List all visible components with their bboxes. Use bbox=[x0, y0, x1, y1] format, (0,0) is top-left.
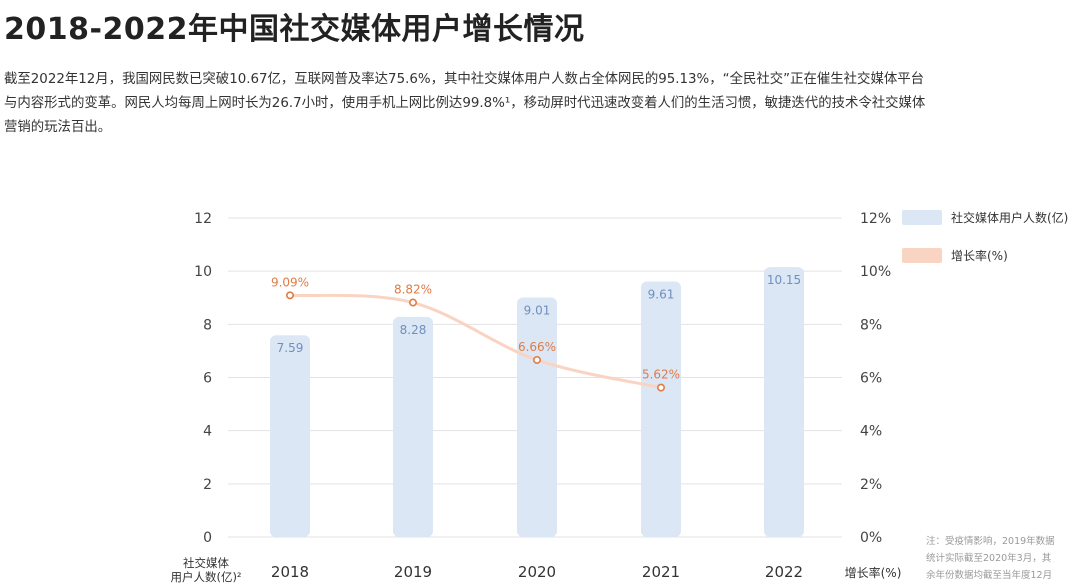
growth-rate-line bbox=[288, 293, 663, 390]
page-title: 2018-2022年中国社交媒体用户增长情况 bbox=[4, 12, 585, 47]
x-tick-label: 2019 bbox=[394, 563, 432, 581]
growth-rate-point bbox=[532, 355, 541, 364]
footnote-line: 注：受疫情影响，2019年数据 bbox=[926, 536, 1055, 547]
growth-rate-point bbox=[656, 383, 665, 392]
footnote-line: 统计实际截至2020年3月，其 bbox=[926, 553, 1052, 564]
y-right-tick-label: 10% bbox=[860, 264, 891, 280]
intro-paragraph: 截至2022年12月，我国网民数已突破10.67亿，互联网普及率达75.6%，其… bbox=[4, 68, 1076, 140]
y-right-tick-label: 2% bbox=[860, 477, 882, 493]
y-left-tick-label: 12 bbox=[194, 211, 212, 227]
y-right-tick-label: 6% bbox=[860, 371, 882, 387]
legend-label-growth: 增长率(%) bbox=[951, 248, 1008, 263]
growth-rate-label: 6.66% bbox=[518, 340, 556, 354]
y-left-axis-title: 社交媒体 bbox=[183, 556, 229, 570]
bar bbox=[270, 335, 310, 537]
y-right-tick-label: 8% bbox=[860, 317, 882, 333]
bar bbox=[764, 267, 804, 537]
legend-swatch-bar bbox=[902, 210, 942, 225]
x-tick-label: 2022 bbox=[765, 563, 803, 581]
bar bbox=[641, 281, 681, 537]
bar bbox=[393, 316, 433, 537]
growth-rate-label: 5.62% bbox=[642, 368, 680, 382]
y-right-tick-label: 4% bbox=[860, 424, 882, 440]
y-right-tick-label: 12% bbox=[860, 211, 891, 227]
growth-rate-point bbox=[408, 298, 417, 307]
y-left-tick-label: 8 bbox=[203, 317, 212, 333]
bar-value-label: 10.15 bbox=[767, 273, 801, 287]
x-tick-label: 2021 bbox=[642, 563, 680, 581]
y-left-axis-title: 用户人数(亿)² bbox=[170, 570, 241, 584]
y-left-tick-label: 10 bbox=[194, 264, 212, 280]
y-left-tick-label: 0 bbox=[203, 530, 212, 546]
growth-rate-point bbox=[285, 291, 294, 300]
bar bbox=[517, 297, 557, 537]
bar-value-label: 9.61 bbox=[648, 288, 675, 302]
footnote-line: 余年份数据均截至当年度12月 bbox=[926, 570, 1053, 581]
bar-value-label: 7.59 bbox=[277, 341, 304, 355]
intro-line: 截至2022年12月，我国网民数已突破10.67亿，互联网普及率达75.6%，其… bbox=[4, 72, 925, 87]
intro-line: 营销的玩法百出。 bbox=[4, 120, 112, 135]
footnote: 注：受疫情影响，2019年数据 统计实际截至2020年3月，其 余年份数据均截至… bbox=[926, 533, 1078, 584]
y-right-axis-title: 增长率(%) bbox=[845, 565, 902, 580]
y-left-tick-label: 6 bbox=[203, 371, 212, 387]
bar-value-label: 9.01 bbox=[524, 303, 551, 317]
growth-rate-label: 8.82% bbox=[394, 283, 432, 297]
legend-label-users: 社交媒体用户人数(亿) bbox=[951, 210, 1068, 225]
growth-rate-label: 9.09% bbox=[271, 275, 309, 289]
bar-value-label: 8.28 bbox=[400, 323, 427, 337]
y-right-tick-label: 0% bbox=[860, 530, 882, 546]
y-left-tick-label: 4 bbox=[203, 424, 212, 440]
x-tick-label: 2018 bbox=[271, 563, 309, 581]
legend-swatch-line bbox=[902, 248, 942, 263]
y-left-tick-label: 2 bbox=[203, 477, 212, 493]
intro-line: 与内容形式的变革。网民人均每周上网时长为26.7小时，使用手机上网比例达99.8… bbox=[4, 96, 926, 111]
x-tick-label: 2020 bbox=[518, 563, 556, 581]
